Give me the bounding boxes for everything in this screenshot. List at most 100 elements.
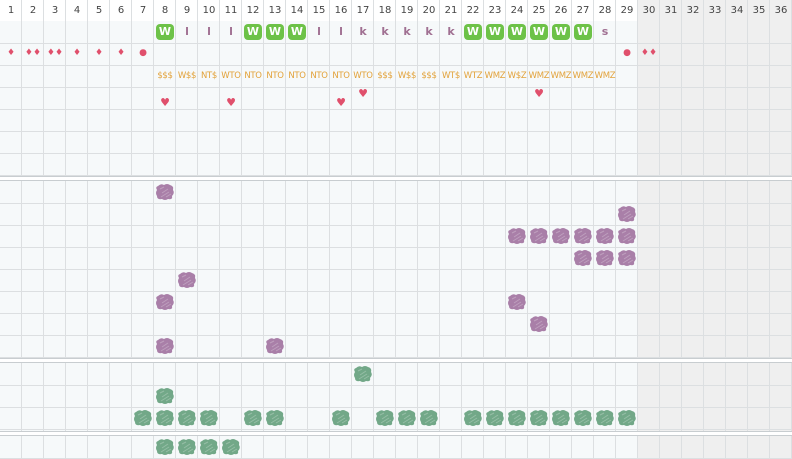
day-header-19[interactable]: 19 xyxy=(400,5,414,16)
day-header-6[interactable]: 6 xyxy=(117,5,125,16)
day-header-34[interactable]: 34 xyxy=(730,5,744,16)
purple-activity-blob[interactable] xyxy=(155,293,175,311)
grid-col-line xyxy=(725,0,726,459)
green-activity-blob[interactable] xyxy=(177,409,197,427)
day-header-31[interactable]: 31 xyxy=(664,5,678,16)
purple-activity-blob[interactable] xyxy=(617,249,637,267)
day-header-32[interactable]: 32 xyxy=(686,5,700,16)
drop-icon: ♦ xyxy=(94,48,104,58)
day-header-28[interactable]: 28 xyxy=(598,5,612,16)
green-activity-blob[interactable] xyxy=(463,409,483,427)
green-activity-blob[interactable] xyxy=(507,409,527,427)
green-activity-blob[interactable] xyxy=(353,365,373,383)
day-header-26[interactable]: 26 xyxy=(554,5,568,16)
purple-activity-blob[interactable] xyxy=(265,337,285,355)
green-activity-blob[interactable] xyxy=(199,409,219,427)
purple-activity-blob[interactable] xyxy=(573,227,593,245)
purple-activity-blob[interactable] xyxy=(155,183,175,201)
workout-badge[interactable]: W xyxy=(508,24,526,40)
tag-label: W$Z xyxy=(507,71,527,81)
purple-activity-blob[interactable] xyxy=(177,271,197,289)
purple-activity-blob[interactable] xyxy=(617,227,637,245)
day-header-1[interactable]: 1 xyxy=(7,5,15,16)
grid-row-line xyxy=(0,313,792,314)
day-header-20[interactable]: 20 xyxy=(422,5,436,16)
day-header-7[interactable]: 7 xyxy=(139,5,147,16)
day-header-16[interactable]: 16 xyxy=(334,5,348,16)
day-header-18[interactable]: 18 xyxy=(378,5,392,16)
purple-activity-blob[interactable] xyxy=(529,227,549,245)
day-header-23[interactable]: 23 xyxy=(488,5,502,16)
purple-activity-blob[interactable] xyxy=(529,315,549,333)
day-header-8[interactable]: 8 xyxy=(161,5,169,16)
workout-badge[interactable]: W xyxy=(288,24,306,40)
green-activity-blob[interactable] xyxy=(155,438,175,456)
day-header-15[interactable]: 15 xyxy=(312,5,326,16)
tag-label: NTO xyxy=(266,71,284,81)
workout-badge[interactable]: W xyxy=(266,24,284,40)
day-header-9[interactable]: 9 xyxy=(183,5,191,16)
purple-activity-blob[interactable] xyxy=(595,227,615,245)
green-activity-blob[interactable] xyxy=(573,409,593,427)
green-activity-blob[interactable] xyxy=(221,438,241,456)
green-activity-blob[interactable] xyxy=(617,409,637,427)
green-activity-blob[interactable] xyxy=(375,409,395,427)
purple-activity-blob[interactable] xyxy=(507,227,527,245)
day-header-35[interactable]: 35 xyxy=(752,5,766,16)
day-header-3[interactable]: 3 xyxy=(51,5,59,16)
green-activity-blob[interactable] xyxy=(595,409,615,427)
day-header-27[interactable]: 27 xyxy=(576,5,590,16)
section-divider-line xyxy=(0,176,792,177)
day-header-36[interactable]: 36 xyxy=(774,5,788,16)
tag-label: WMZ xyxy=(572,71,594,81)
day-header-12[interactable]: 12 xyxy=(246,5,260,16)
day-header-33[interactable]: 33 xyxy=(708,5,722,16)
day-header-24[interactable]: 24 xyxy=(510,5,524,16)
green-activity-blob[interactable] xyxy=(397,409,417,427)
day-header-29[interactable]: 29 xyxy=(620,5,634,16)
purple-activity-blob[interactable] xyxy=(573,249,593,267)
purple-activity-blob[interactable] xyxy=(155,337,175,355)
day-header-30[interactable]: 30 xyxy=(642,5,656,16)
day-header-10[interactable]: 10 xyxy=(202,5,216,16)
purple-activity-blob[interactable] xyxy=(551,227,571,245)
workout-badge[interactable]: W xyxy=(530,24,548,40)
heart-icon: ♥ xyxy=(226,96,236,109)
grid-col-line xyxy=(197,0,198,459)
workout-badge[interactable]: W xyxy=(552,24,570,40)
green-activity-blob[interactable] xyxy=(133,409,153,427)
day-header-25[interactable]: 25 xyxy=(532,5,546,16)
day-header-13[interactable]: 13 xyxy=(268,5,282,16)
green-activity-blob[interactable] xyxy=(419,409,439,427)
green-activity-blob[interactable] xyxy=(155,387,175,405)
purple-activity-blob[interactable] xyxy=(617,205,637,223)
workout-badge[interactable]: W xyxy=(574,24,592,40)
day-header-22[interactable]: 22 xyxy=(466,5,480,16)
day-header-21[interactable]: 21 xyxy=(444,5,458,16)
purple-activity-blob[interactable] xyxy=(507,293,527,311)
workout-badge[interactable]: W xyxy=(486,24,504,40)
day-header-11[interactable]: 11 xyxy=(224,5,238,16)
grid-col-line xyxy=(681,0,682,459)
green-activity-blob[interactable] xyxy=(265,409,285,427)
day-header-5[interactable]: 5 xyxy=(95,5,103,16)
green-activity-blob[interactable] xyxy=(331,409,351,427)
day-header-14[interactable]: 14 xyxy=(290,5,304,16)
workout-badge[interactable]: W xyxy=(244,24,262,40)
workout-badge[interactable]: W xyxy=(464,24,482,40)
day-header-4[interactable]: 4 xyxy=(73,5,81,16)
green-activity-blob[interactable] xyxy=(155,409,175,427)
green-activity-blob[interactable] xyxy=(529,409,549,427)
green-activity-blob[interactable] xyxy=(551,409,571,427)
day-header-17[interactable]: 17 xyxy=(356,5,370,16)
activity-letter: k xyxy=(403,25,411,38)
purple-activity-blob[interactable] xyxy=(595,249,615,267)
day-header-2[interactable]: 2 xyxy=(29,5,37,16)
green-activity-blob[interactable] xyxy=(243,409,263,427)
workout-badge[interactable]: W xyxy=(156,24,174,40)
grid-col-line xyxy=(549,0,550,459)
green-activity-blob[interactable] xyxy=(199,438,219,456)
green-activity-blob[interactable] xyxy=(485,409,505,427)
grid-col-line xyxy=(329,0,330,459)
green-activity-blob[interactable] xyxy=(177,438,197,456)
